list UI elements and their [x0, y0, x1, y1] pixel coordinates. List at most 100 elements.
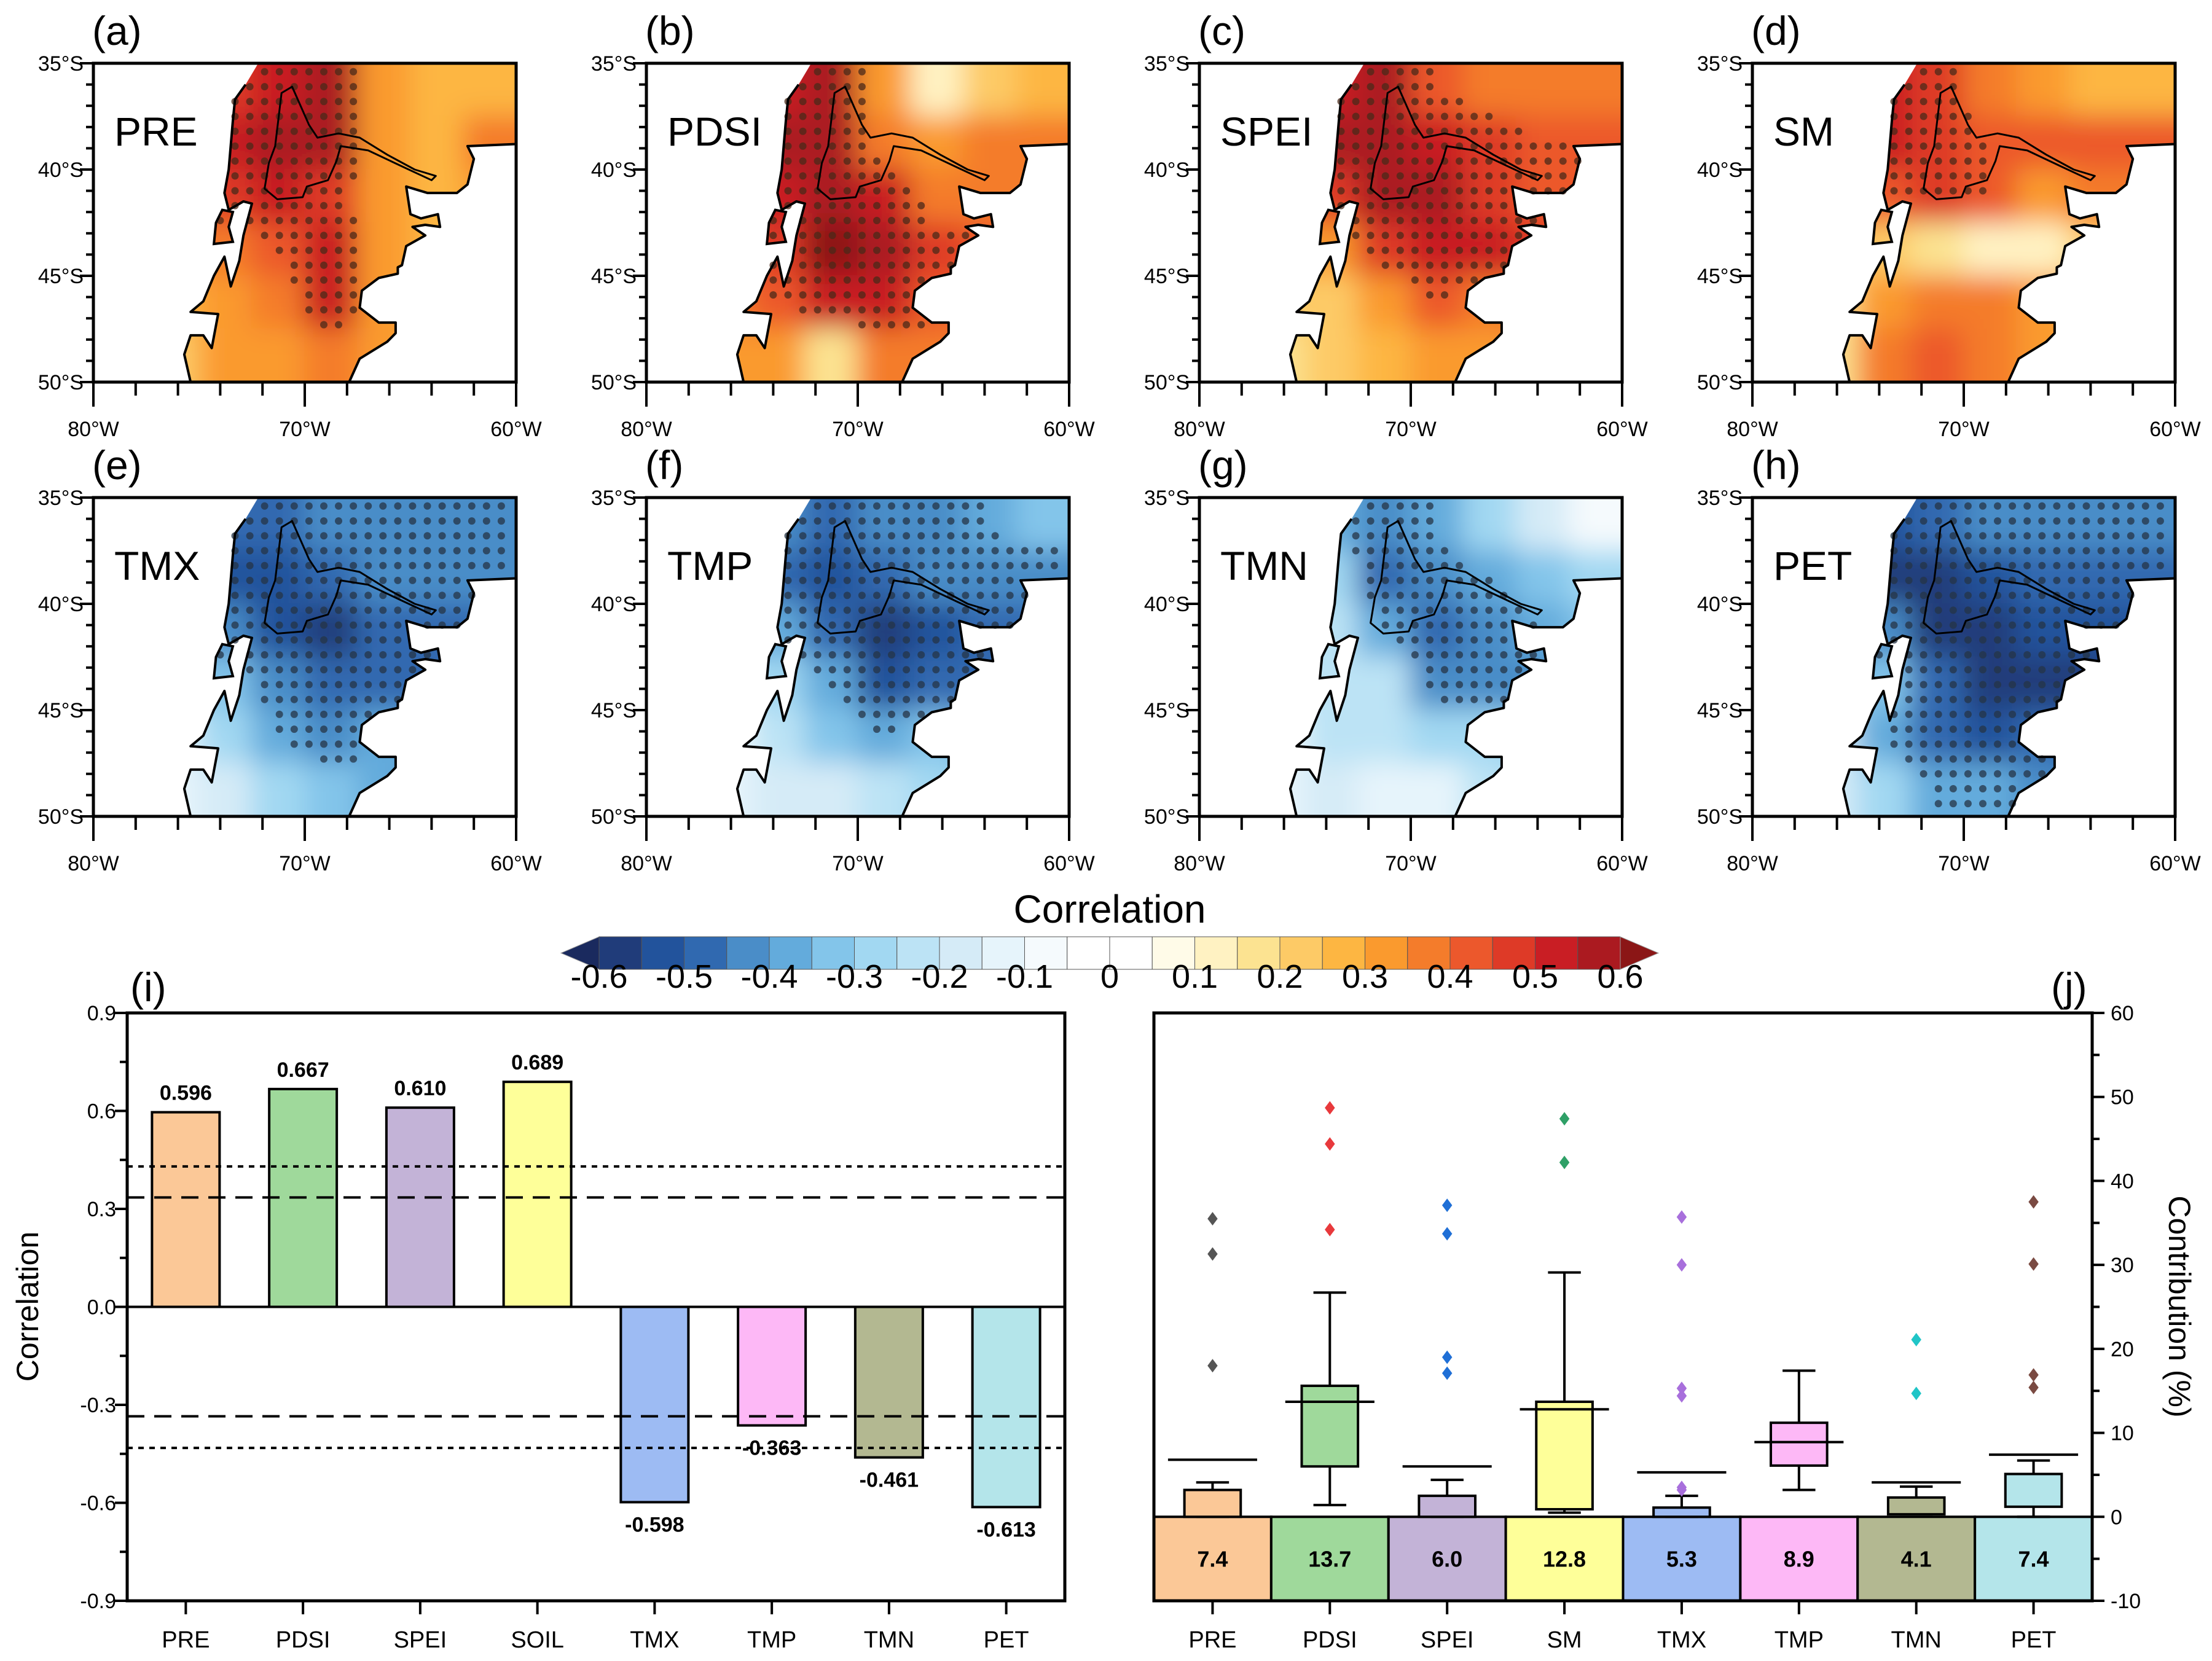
significance-dot	[843, 261, 851, 269]
significance-dot	[991, 561, 999, 569]
significance-dot	[903, 710, 911, 718]
significance-dot	[1470, 276, 1478, 284]
grid-cell	[410, 328, 464, 382]
significance-dot	[350, 710, 358, 718]
lat-tick-label: 50°S	[1697, 805, 1743, 829]
significance-dot	[1367, 576, 1375, 584]
basin-outline	[1370, 520, 1543, 635]
significance-dot	[1367, 157, 1375, 165]
lat-tick-label: 35°S	[1144, 52, 1190, 76]
grid-cell	[357, 169, 411, 224]
significance-dot	[1396, 636, 1404, 644]
significance-dot	[784, 187, 792, 195]
grid-cell	[410, 709, 464, 764]
significance-dot	[1485, 606, 1493, 614]
grid-cell	[857, 762, 911, 816]
outlier-point	[1441, 1366, 1453, 1380]
significance-dot	[769, 276, 777, 284]
significance-dot	[1949, 710, 1957, 718]
significance-dot	[394, 561, 402, 569]
significance-dot	[1964, 127, 1972, 135]
significance-dot	[1934, 725, 1942, 733]
significance-dot	[335, 755, 342, 763]
significance-dot	[1396, 246, 1404, 254]
significance-dot	[1456, 592, 1464, 600]
significance-dot	[1979, 517, 1986, 525]
significance-dot	[903, 201, 911, 209]
significance-dot	[1949, 800, 1957, 808]
significance-dot	[275, 681, 283, 689]
significance-dot	[1411, 636, 1419, 644]
significance-dot	[290, 276, 298, 284]
significance-dot	[1381, 201, 1389, 209]
significance-dot	[1949, 681, 1957, 689]
significance-dot	[409, 532, 417, 540]
significance-dot	[335, 547, 342, 555]
significance-dot	[2112, 532, 2120, 540]
lat-tick-label: 40°S	[38, 158, 84, 182]
significance-dot	[1485, 217, 1493, 224]
significance-dot	[497, 502, 505, 510]
y-tick-label: 20	[2111, 1338, 2134, 1361]
significance-dot	[1396, 172, 1404, 180]
lat-tick-label: 40°S	[1144, 593, 1190, 616]
significance-dot	[1441, 276, 1448, 284]
significance-dot	[2156, 547, 2164, 555]
significance-dot	[290, 666, 298, 674]
significance-dot	[1470, 201, 1478, 209]
significance-dot	[1021, 547, 1029, 555]
lat-tick-label: 40°S	[38, 593, 84, 616]
significance-dot	[261, 68, 269, 76]
significance-dot	[903, 592, 911, 600]
grid-cell	[1410, 498, 1464, 552]
outlier-point	[1676, 1382, 1687, 1396]
significance-dot	[275, 651, 283, 659]
significance-dot	[1470, 172, 1478, 180]
grid-cell	[1963, 328, 2017, 382]
panel-label: (c)	[1198, 8, 1245, 53]
significance-dot	[1006, 592, 1014, 600]
significance-dot	[873, 187, 880, 195]
significance-dot	[350, 172, 358, 180]
significance-dot	[1529, 217, 1537, 224]
significance-dot	[888, 621, 895, 629]
significance-dot	[888, 276, 895, 284]
grid-cell	[1463, 328, 1517, 382]
significance-dot	[1890, 157, 1898, 165]
significance-dot	[379, 621, 387, 629]
significance-dot	[2023, 517, 2031, 525]
significance-dot	[828, 157, 836, 165]
significance-dot	[453, 517, 461, 525]
significance-dot	[814, 232, 822, 240]
grid-cell	[357, 63, 411, 117]
grid-cell	[1357, 656, 1411, 711]
grid-cell	[2069, 275, 2123, 330]
x-tick-label: PRE	[1188, 1627, 1236, 1653]
lat-tick-label: 45°S	[1144, 699, 1190, 722]
y-tick-label: 0	[2111, 1506, 2122, 1529]
significance-dot	[394, 502, 402, 510]
lon-tick-label: 80°W	[621, 418, 672, 441]
significance-dot	[275, 246, 283, 254]
significance-dot	[1396, 561, 1404, 569]
significance-dot	[1426, 201, 1433, 209]
significance-dot	[379, 666, 387, 674]
significance-dot	[1964, 576, 1972, 584]
significance-dot	[305, 187, 313, 195]
significance-dot	[305, 606, 313, 614]
significance-dot	[2009, 770, 2017, 778]
significance-dot	[799, 142, 807, 150]
significance-dot	[320, 576, 327, 584]
significance-dot	[1035, 547, 1043, 555]
significance-dot	[2009, 725, 2017, 733]
grid-cell	[1843, 656, 1859, 711]
lat-tick-label: 40°S	[1144, 158, 1190, 182]
significance-dot	[290, 681, 298, 689]
significance-dot	[1529, 651, 1537, 659]
significance-dot	[888, 725, 895, 733]
significance-dot	[379, 681, 387, 689]
significance-dot	[1426, 636, 1433, 644]
significance-dot	[275, 517, 283, 525]
significance-dot	[379, 532, 387, 540]
grid-cell	[2069, 709, 2123, 764]
